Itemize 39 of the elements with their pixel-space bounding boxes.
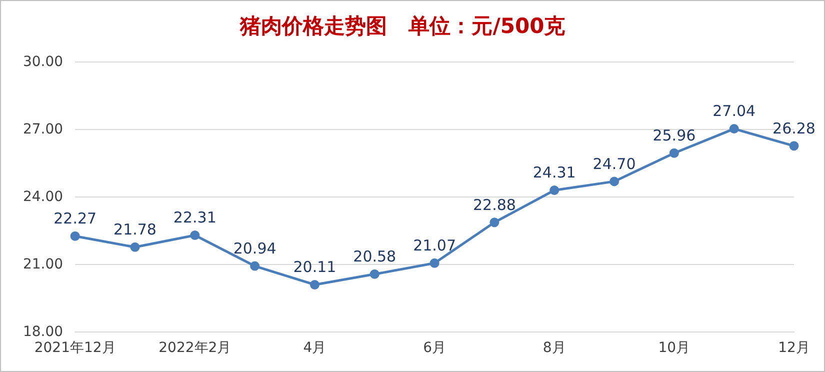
- point: [130, 242, 140, 252]
- y-tick-label: 27.00: [22, 121, 64, 138]
- y-tick-label: 18.00: [22, 324, 64, 340]
- point: [250, 261, 260, 271]
- data-label: 27.04: [712, 102, 756, 120]
- data-label: 20.11: [293, 258, 336, 276]
- data-label: 20.94: [233, 239, 276, 258]
- point: [430, 258, 440, 268]
- point: [550, 185, 560, 195]
- data-label: 24.70: [592, 154, 636, 173]
- x-tick-label: 8月: [542, 340, 566, 356]
- point: [490, 218, 500, 228]
- x-tick-label: 2022年2月: [158, 340, 232, 356]
- point: [370, 269, 380, 279]
- data-label: 24.31: [532, 164, 576, 182]
- data-label: 26.28: [772, 119, 816, 138]
- data-label: 22.27: [54, 210, 97, 228]
- y-tick-label: 21.00: [22, 256, 64, 272]
- x-tick-label: 2021年12月: [34, 340, 116, 356]
- point: [789, 141, 799, 151]
- data-label: 22.31: [173, 208, 216, 227]
- x-tick-label: 4月: [303, 340, 326, 356]
- x-tick-label: 6月: [423, 340, 446, 356]
- chart-title: 猪肉价格走势图 单位：元/500克: [238, 14, 566, 38]
- x-tick-label: 12月: [778, 340, 810, 356]
- y-tick-label: 30.00: [22, 54, 64, 70]
- point: [310, 280, 320, 290]
- point: [669, 148, 679, 158]
- point: [610, 176, 620, 186]
- point: [190, 230, 200, 240]
- point: [70, 231, 80, 241]
- point: [729, 124, 739, 134]
- data-label: 20.58: [353, 248, 396, 266]
- data-label: 22.88: [472, 196, 516, 214]
- data-label: 21.78: [114, 220, 156, 239]
- x-tick-label: 10月: [658, 340, 690, 356]
- data-label: 25.96: [652, 126, 696, 144]
- y-tick-label: 24.00: [22, 188, 64, 205]
- data-label: 21.07: [413, 236, 456, 255]
